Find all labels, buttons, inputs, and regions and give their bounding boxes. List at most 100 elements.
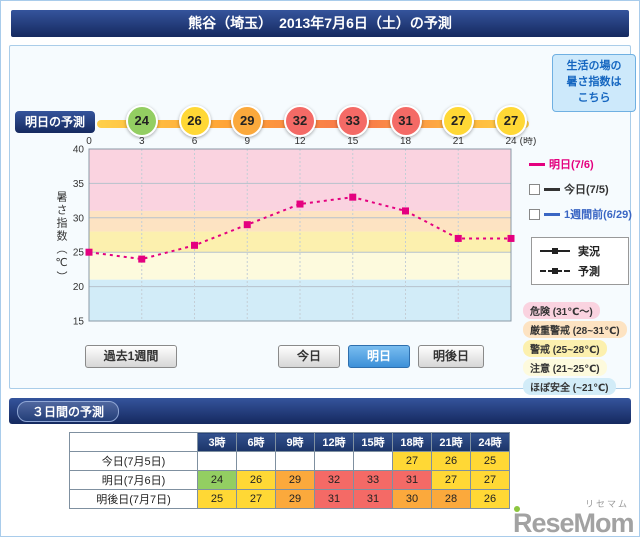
table-row-label: 明日(7月6日): [69, 470, 198, 490]
heat-index-badge-12: 32: [284, 105, 316, 137]
heat-index-badge-3: 24: [125, 105, 158, 137]
series-legend-row: 明日(7/6): [529, 157, 632, 171]
svg-text:6: 6: [192, 137, 198, 147]
forecast-cell: 31: [314, 489, 354, 509]
series-checkbox[interactable]: [529, 183, 540, 195]
table-row-label: 明後日(7月7日): [69, 489, 198, 509]
resemom-logo: リセマム ReseMom: [513, 497, 635, 537]
day-after-tomorrow-tab[interactable]: 明後日: [418, 345, 484, 368]
heat-level-legend-item: 厳重警戒 (28~31℃): [523, 321, 627, 338]
series-line-swatch: [544, 187, 560, 191]
table-column-header: 12時: [314, 432, 354, 452]
logo-wordmark: ReseMom: [513, 506, 635, 537]
heat-index-badge-18: 31: [389, 105, 422, 137]
table-row: 明日(7月6日) 24 26 29 32 33 31 27 27: [69, 470, 510, 490]
series-label: 明日(7/6): [549, 159, 594, 171]
forecast-cell: 26: [470, 489, 510, 509]
series-label: 1週間前(6/29): [564, 209, 632, 221]
svg-text:18: 18: [400, 137, 412, 147]
forecast-cell: [314, 451, 354, 471]
series-label: 今日(7/5): [564, 184, 609, 196]
heat-level-legend: 危険 (31℃～) 厳重警戒 (28~31℃) 警戒 (25~28℃) 注意 (21~…: [523, 302, 637, 397]
forecast-cell: 33: [353, 470, 393, 490]
svg-text:24: 24: [505, 137, 517, 147]
linetype-row-solid: 実況: [540, 243, 620, 259]
table-row: 今日(7月5日) 27 26 25: [69, 451, 510, 471]
series-line-swatch: [529, 162, 545, 166]
page-title: 熊谷（埼玉） 2013年7月6日（土）の予測: [11, 10, 629, 37]
heat-index-badge-21: 27: [442, 105, 475, 137]
linetype-sample-icon: [540, 267, 570, 274]
forecast-cell: 29: [275, 470, 315, 490]
today-tab[interactable]: 今日: [278, 345, 340, 368]
tomorrow-tab[interactable]: 明日: [348, 345, 410, 368]
table-column-header: 9時: [275, 432, 315, 452]
table-column-header: 3時: [197, 432, 237, 452]
forecast-cell: 25: [470, 451, 510, 471]
svg-text:0: 0: [86, 137, 92, 147]
table-column-header: 24時: [470, 432, 510, 452]
forecast-cell: [275, 451, 315, 471]
heat-index-chart: 40 35 30 25 20 15 0 3 6 9 12 15 18 21 24 (時): [73, 137, 537, 328]
svg-text:9: 9: [244, 137, 250, 147]
forecast-cell: 31: [353, 489, 393, 509]
linetype-label: 予測: [578, 265, 600, 278]
three-day-section-bar: ３日間の予測: [9, 398, 631, 424]
table-column-header: 15時: [353, 432, 393, 452]
table-corner: [69, 432, 198, 452]
svg-text:40: 40: [73, 145, 85, 156]
svg-text:30: 30: [73, 213, 85, 224]
heat-index-badge-6: 26: [178, 105, 211, 137]
y-axis-label: 暑さ指数（℃）: [55, 191, 67, 284]
table-column-header: 6時: [236, 432, 276, 452]
forecast-cell: 29: [275, 489, 315, 509]
svg-text:21: 21: [453, 137, 465, 147]
heat-level-legend-item: 危険 (31℃～): [523, 302, 600, 319]
forecast-cell: 26: [236, 470, 276, 490]
logo-dot-icon: [514, 506, 520, 512]
heat-index-badge-24: 27: [495, 105, 527, 137]
living-heat-index-link[interactable]: 生活の場の 暑さ指数は こちら: [552, 54, 636, 112]
past-week-button[interactable]: 過去1週間: [85, 345, 177, 368]
forecast-cell: 26: [431, 451, 471, 471]
linetype-sample-icon: [540, 248, 570, 255]
forecast-cell: [236, 451, 276, 471]
svg-text:20: 20: [73, 282, 85, 293]
svg-text:25: 25: [73, 248, 85, 259]
table-row: 明後日(7月7日) 25 27 29 31 31 30 28 26: [69, 489, 510, 509]
svg-text:(時): (時): [520, 137, 537, 147]
logo-kana: リセマム: [584, 499, 629, 509]
heat-index-badge-9: 29: [231, 105, 264, 137]
svg-text:15: 15: [73, 317, 85, 328]
series-legend: 明日(7/6) 今日(7/5) 1週間前(6/29): [529, 157, 632, 232]
svg-text:35: 35: [73, 179, 85, 190]
three-day-section-title: ３日間の予測: [17, 400, 120, 422]
tomorrow-forecast-label: 明日の予測: [15, 111, 96, 133]
linetype-row-dashed: 予測: [540, 263, 620, 279]
series-legend-row: 今日(7/5): [529, 182, 632, 196]
three-day-forecast-table: 3時 6時 9時 12時 15時 18時 21時 24時 今日(7月5日) 27 26 25 明日(7月…: [69, 432, 510, 509]
heat-level-legend-item: 警戒 (25~28℃): [523, 340, 607, 357]
table-column-header: 18時: [392, 432, 432, 452]
series-legend-row: 1週間前(6/29): [529, 207, 632, 221]
forecast-cell: 28: [431, 489, 471, 509]
forecast-cell: [197, 451, 237, 471]
series-checkbox[interactable]: [529, 208, 540, 220]
heat-level-legend-item: 注意 (21~25℃): [523, 359, 607, 376]
heat-index-badge-15: 33: [336, 105, 369, 137]
forecast-cell: 32: [314, 470, 354, 490]
forecast-cell: 27: [431, 470, 471, 490]
forecast-cell: 24: [197, 470, 237, 490]
heat-level-legend-item: ほぼ安全 (~21℃): [523, 378, 616, 395]
linetype-legend-box: 実況 予測: [531, 237, 629, 285]
forecast-cell: 25: [197, 489, 237, 509]
table-row-label: 今日(7月5日): [69, 451, 198, 471]
svg-text:3: 3: [139, 137, 145, 147]
linetype-label: 実況: [578, 246, 600, 259]
forecast-cell: 27: [392, 451, 432, 471]
series-line-swatch: [544, 212, 560, 216]
forecast-cell: [353, 451, 393, 471]
forecast-cell: 27: [236, 489, 276, 509]
forecast-cell: 30: [392, 489, 432, 509]
